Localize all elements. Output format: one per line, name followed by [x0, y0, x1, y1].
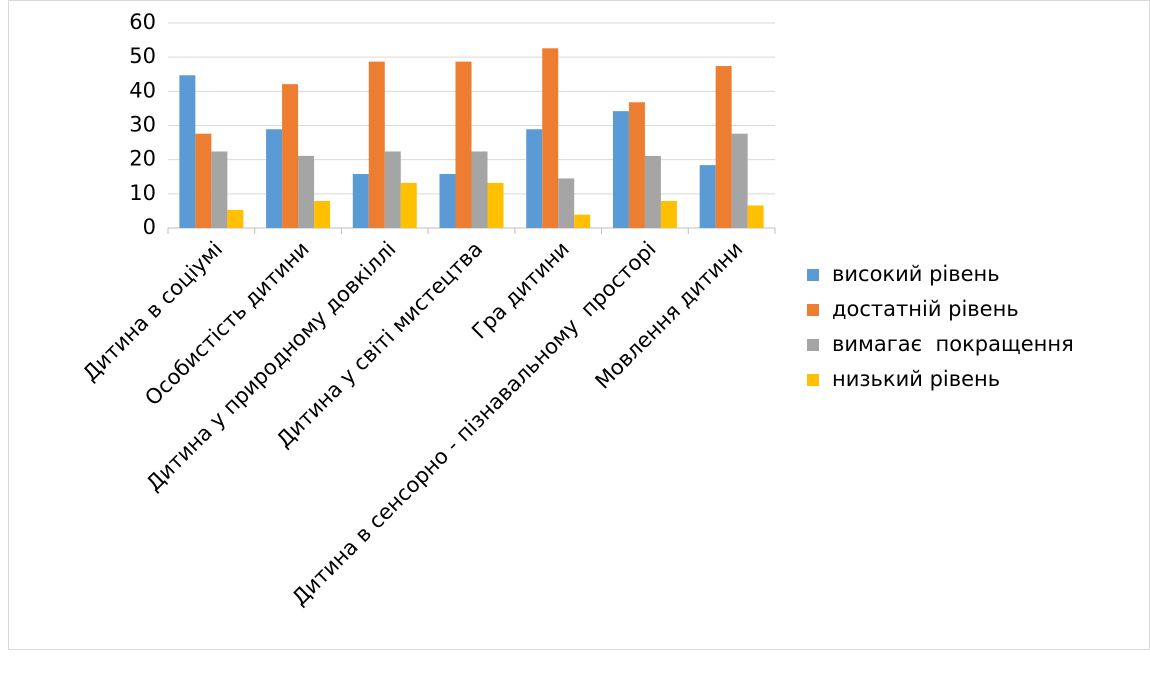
bar — [179, 75, 196, 229]
legend-label: низький рівень — [832, 367, 1000, 391]
y-tick-label: 60 — [129, 10, 156, 34]
bar — [266, 129, 283, 228]
bar — [455, 61, 472, 228]
y-tick-label: 10 — [129, 181, 156, 205]
bar — [298, 155, 315, 228]
bar — [542, 48, 559, 229]
bar — [211, 151, 228, 228]
bar — [195, 133, 212, 228]
bar — [487, 182, 504, 228]
bar — [558, 178, 575, 228]
y-tick-label: 50 — [129, 44, 156, 68]
bar — [731, 133, 748, 228]
legend-label: високий рівень — [832, 262, 1000, 286]
bar — [715, 66, 732, 228]
bar — [439, 174, 456, 228]
bar — [526, 129, 543, 228]
legend-swatch — [807, 269, 819, 281]
bar — [574, 214, 591, 228]
bar — [400, 182, 417, 228]
bar — [699, 165, 716, 228]
legend-label: достатній рівень — [832, 297, 1019, 321]
bar — [628, 102, 645, 228]
chart-frame — [8, 0, 1150, 650]
bar — [612, 111, 629, 228]
y-tick-label: 0 — [143, 215, 156, 239]
legend-swatch — [807, 339, 819, 351]
bar — [660, 201, 677, 228]
bar — [384, 151, 401, 228]
legend-label: вимагає покращення — [832, 332, 1074, 356]
bar — [368, 61, 385, 228]
bar — [314, 201, 331, 228]
bar — [644, 155, 661, 228]
y-tick-label: 20 — [129, 147, 156, 171]
y-tick-label: 30 — [129, 113, 156, 137]
bar — [227, 209, 244, 228]
bar — [747, 205, 764, 228]
bar — [282, 84, 299, 229]
legend-swatch — [807, 304, 819, 316]
y-tick-label: 40 — [129, 78, 156, 102]
bar — [352, 174, 369, 228]
legend-swatch — [807, 374, 819, 386]
bar — [471, 151, 488, 228]
